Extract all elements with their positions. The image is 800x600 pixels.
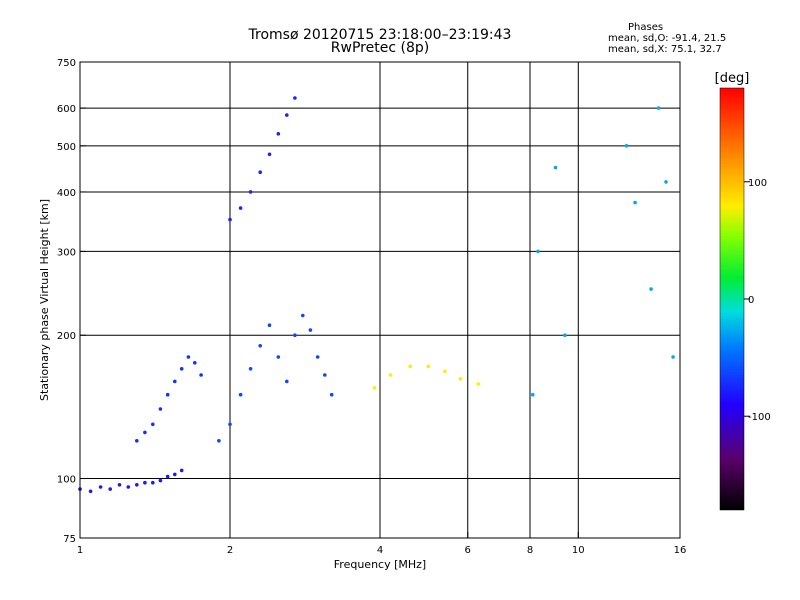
colorbar-tick-label: -100	[748, 412, 771, 423]
data-point	[293, 333, 297, 338]
data-point	[158, 407, 163, 411]
data-point	[649, 287, 653, 291]
data-point	[664, 180, 668, 184]
data-point	[276, 132, 281, 136]
data-point	[238, 206, 243, 210]
data-point	[238, 392, 243, 397]
data-point	[108, 487, 112, 491]
data-point	[228, 422, 232, 427]
data-point	[329, 392, 334, 397]
x-tick-label: 1	[77, 545, 83, 556]
data-point	[217, 439, 221, 443]
data-point	[323, 373, 327, 377]
data-point	[179, 367, 184, 371]
data-point	[656, 106, 661, 110]
y-tick-label: 200	[57, 331, 76, 342]
x-tick-label: 4	[377, 545, 383, 556]
data-point	[285, 113, 289, 117]
chart-title: Tromsø 20120715 23:18:00–23:19:43	[248, 27, 512, 43]
data-point	[633, 200, 637, 205]
data-point	[624, 144, 629, 148]
data-point	[199, 373, 203, 377]
y-axis: 75 100 200 300 400 500 600 750	[57, 58, 86, 545]
data-point	[126, 485, 131, 489]
data-point	[248, 190, 253, 194]
data-point	[135, 439, 139, 443]
data-point	[530, 392, 535, 397]
data-point	[671, 355, 675, 359]
colorbar-ticks: 100 0 -100	[744, 178, 771, 423]
data-point	[158, 478, 163, 483]
colorbar	[719, 87, 745, 511]
data-point	[98, 485, 103, 489]
x-tick-label: 16	[674, 545, 687, 556]
data-point	[285, 379, 289, 384]
data-point	[143, 480, 147, 485]
y-tick-label: 300	[57, 247, 76, 258]
data-point	[372, 386, 377, 390]
x-axis: 1 2 4 6 8 10 16	[77, 532, 687, 556]
y-tick-label: 75	[63, 534, 76, 545]
colorbar-tick-label: 0	[748, 295, 754, 306]
x-tick-label: 2	[227, 545, 233, 556]
data-point	[165, 474, 170, 479]
data-point	[228, 217, 232, 222]
data-point	[173, 472, 177, 477]
y-tick-label: 400	[57, 188, 76, 199]
data-point	[179, 468, 184, 473]
data-point	[458, 377, 463, 381]
data-point	[408, 364, 413, 369]
data-point	[186, 355, 191, 359]
data-point	[301, 313, 305, 318]
x-tick-label: 10	[572, 545, 585, 556]
data-point	[193, 361, 197, 365]
data-point	[308, 328, 313, 332]
data-point	[443, 369, 447, 374]
data-point	[293, 96, 297, 100]
y-tick-label: 100	[57, 475, 76, 486]
data-point	[315, 355, 320, 359]
data-point	[553, 165, 558, 170]
data-point	[151, 422, 155, 427]
colorbar-tick-label: 100	[748, 178, 767, 189]
data-point	[267, 323, 272, 328]
chart-subtitle: RwPretec (8p)	[330, 40, 430, 56]
data-point	[476, 382, 481, 386]
y-tick-label: 750	[57, 58, 76, 69]
colorbar-label: [deg]	[715, 71, 750, 86]
data-point	[117, 483, 122, 487]
data-point	[267, 152, 272, 157]
y-tick-label: 600	[57, 104, 76, 115]
data-point	[276, 355, 281, 359]
data-point	[165, 392, 170, 397]
data-point	[143, 430, 147, 435]
data-point	[536, 249, 540, 254]
data-point	[426, 364, 431, 369]
data-point	[563, 333, 567, 338]
phases-o-stats: mean, sd,O: -91.4, 21.5	[608, 33, 727, 44]
x-axis-label: Frequency [MHz]	[334, 558, 426, 571]
phases-x-stats: mean, sd,X: 75.1, 32.7	[608, 44, 722, 55]
data-point	[151, 480, 155, 485]
y-axis-label: Stationary phase Virtual Height [km]	[38, 199, 51, 401]
grid-lines	[80, 62, 680, 538]
data-point	[258, 344, 263, 348]
y-tick-label: 500	[57, 142, 76, 153]
data-point	[135, 483, 139, 487]
x-tick-label: 8	[527, 545, 533, 556]
data-point	[173, 379, 177, 384]
x-tick-label: 6	[465, 545, 471, 556]
phases-header: Phases	[628, 22, 664, 33]
data-point	[258, 170, 263, 174]
data-point	[388, 373, 393, 377]
data-point	[248, 367, 253, 371]
data-point	[88, 489, 93, 494]
data-points	[78, 96, 675, 494]
